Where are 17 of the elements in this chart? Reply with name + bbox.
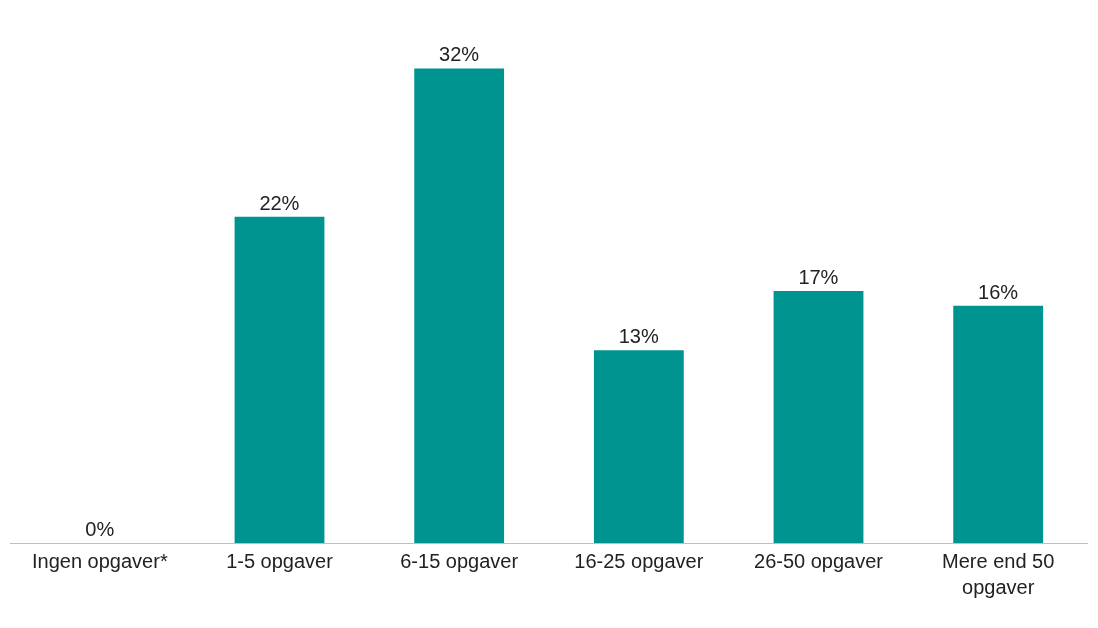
bar [593,350,684,543]
x-tick-label: 16-25 opgaver [574,550,704,572]
x-tick-label: Mere end 50 opgaver [942,550,1055,598]
bar [234,216,325,543]
x-tick-label: 26-50 opgaver [754,550,884,572]
bar [414,68,505,543]
x-tick-label: Ingen opgaver* [31,550,168,572]
data-label: 0% [85,518,115,540]
x-tick-label: 1-5 opgaver [226,550,334,572]
bar [953,305,1044,543]
data-label: 17% [798,265,839,288]
data-label: 32% [439,43,480,66]
data-label: 22% [259,191,300,214]
data-label: 13% [618,325,659,348]
x-tick-label: 6-15 opgaver [400,550,519,572]
bar [773,290,864,543]
data-label: 16% [978,280,1019,303]
